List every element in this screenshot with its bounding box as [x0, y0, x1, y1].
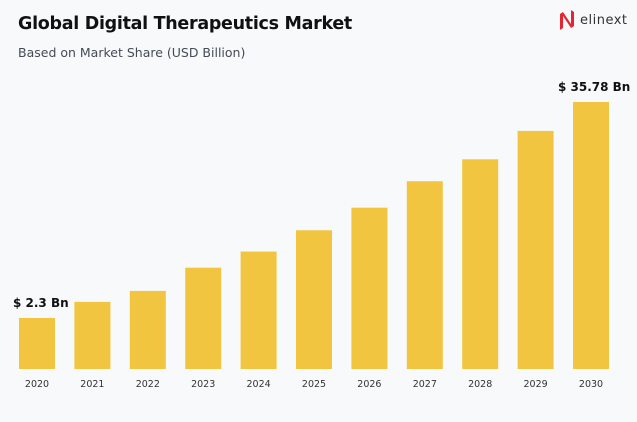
- x-tick-label: 2025: [302, 379, 326, 390]
- bar-2025: [296, 230, 332, 369]
- x-tick-label: 2021: [80, 379, 104, 390]
- elinext-logo-icon: [560, 10, 574, 30]
- x-tick-label: 2027: [413, 379, 437, 390]
- bar-2024: [240, 251, 277, 369]
- x-tick-label: 2023: [191, 379, 215, 390]
- x-tick-label: 2026: [357, 379, 381, 390]
- bar-2026: [351, 207, 388, 369]
- x-tick-label: 2022: [136, 379, 160, 390]
- bar-2022: [129, 290, 166, 369]
- bar-2028: [462, 159, 499, 369]
- bar-2030: [573, 102, 609, 369]
- bar-2029: [517, 130, 554, 369]
- bar-2020: [19, 318, 55, 369]
- bar-2027: [406, 181, 443, 369]
- elinext-logo: elinext: [560, 10, 628, 30]
- x-tick-label: 2030: [579, 379, 603, 390]
- logo-text: elinext: [580, 12, 628, 28]
- x-tick-label: 2020: [25, 379, 49, 390]
- x-tick-label: 2028: [468, 379, 492, 390]
- chart-title: Global Digital Therapeutics Market: [18, 14, 352, 34]
- x-tick-label: 2029: [524, 379, 548, 390]
- data-label: $ 2.3 Bn: [13, 296, 69, 310]
- chart-subtitle: Based on Market Share (USD Billion): [18, 45, 246, 60]
- bar-2023: [185, 267, 222, 369]
- bar-2021: [74, 301, 111, 369]
- x-tick-label: 2024: [247, 379, 271, 390]
- data-label: $ 35.78 Bn: [558, 80, 630, 94]
